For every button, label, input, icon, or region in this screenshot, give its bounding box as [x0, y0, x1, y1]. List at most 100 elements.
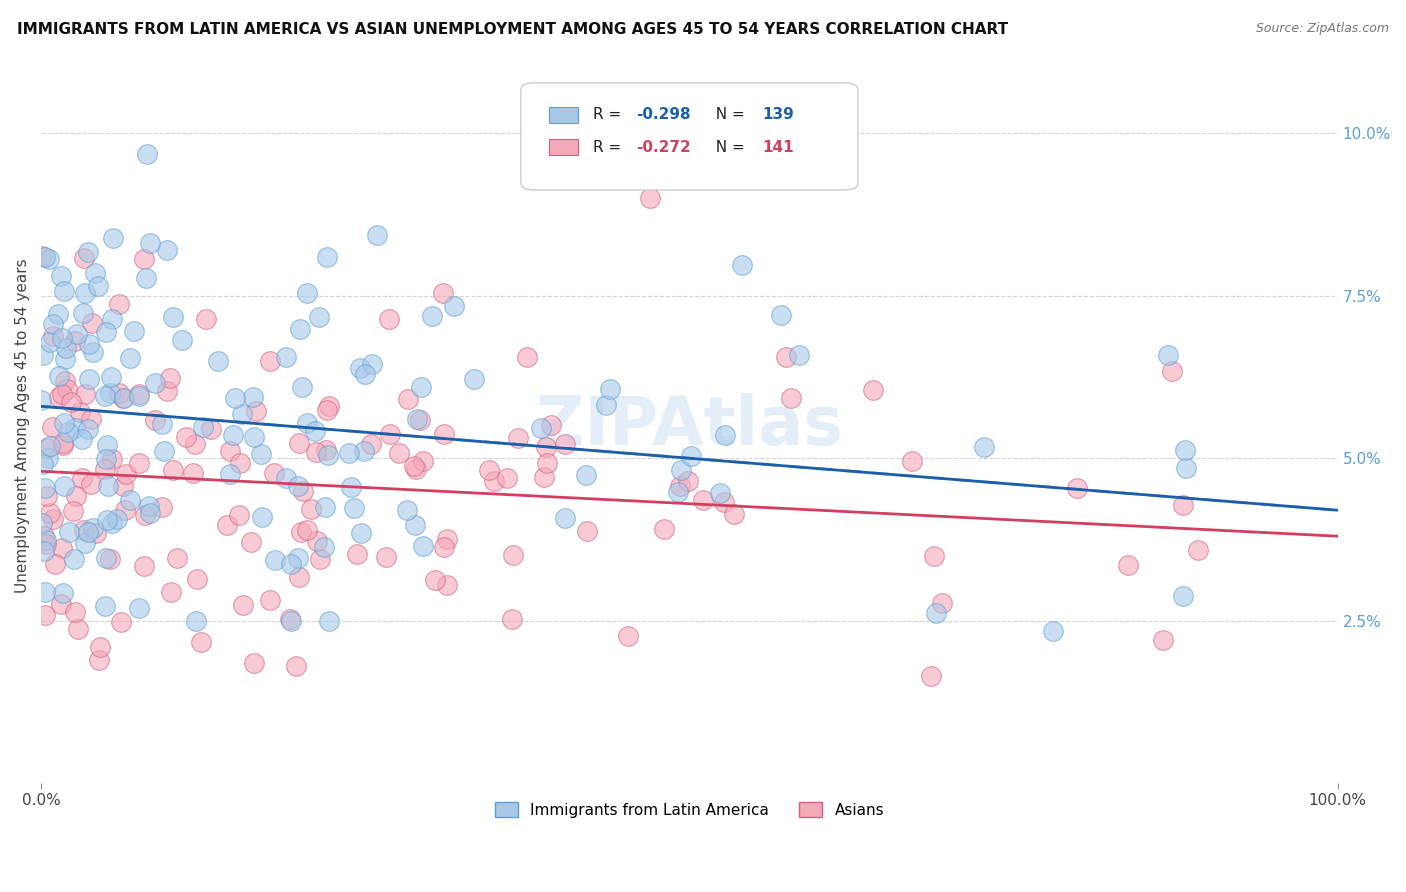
Point	[575, 524, 598, 539]
Point	[55, 341, 77, 355]
Point	[463, 372, 485, 386]
Point	[412, 454, 434, 468]
Point	[86, 525, 108, 540]
Point	[143, 376, 166, 391]
FancyBboxPatch shape	[550, 139, 578, 155]
Point	[404, 459, 426, 474]
Point	[250, 447, 273, 461]
Point	[295, 285, 318, 300]
Point	[37, 441, 59, 455]
Text: R =: R =	[593, 140, 627, 154]
Point	[346, 547, 368, 561]
Point	[56, 425, 79, 439]
Point	[425, 574, 447, 588]
Point	[318, 614, 340, 628]
Point	[638, 191, 661, 205]
Point	[263, 466, 285, 480]
Point	[575, 467, 598, 482]
Text: -0.298: -0.298	[637, 107, 690, 122]
Point	[287, 479, 309, 493]
Point	[66, 622, 89, 636]
Point	[63, 552, 86, 566]
Point	[39, 439, 62, 453]
Point	[101, 451, 124, 466]
Text: 141: 141	[762, 140, 793, 154]
Point	[924, 549, 946, 564]
Point	[77, 525, 100, 540]
Point	[150, 500, 173, 514]
Point	[536, 456, 558, 470]
Point	[87, 652, 110, 666]
Point	[80, 412, 103, 426]
Point	[105, 512, 128, 526]
Point	[305, 534, 328, 549]
Point	[1152, 632, 1174, 647]
Point	[160, 585, 183, 599]
Point	[1171, 589, 1194, 603]
Point	[73, 252, 96, 266]
Point	[250, 509, 273, 524]
Point	[101, 312, 124, 326]
Point	[530, 421, 553, 435]
Point	[243, 430, 266, 444]
Point	[51, 331, 73, 345]
Point	[436, 532, 458, 546]
Point	[723, 507, 745, 521]
Point	[60, 395, 83, 409]
Point	[183, 437, 205, 451]
Point	[34, 584, 56, 599]
Point	[305, 445, 328, 459]
Point	[134, 252, 156, 267]
Point	[97, 479, 120, 493]
Point	[378, 311, 401, 326]
Point	[406, 412, 429, 426]
Point	[44, 558, 66, 572]
Point	[731, 258, 754, 272]
Point	[360, 437, 382, 451]
Point	[536, 440, 558, 454]
Point	[484, 474, 506, 488]
Point	[63, 605, 86, 619]
Point	[769, 308, 792, 322]
Point	[295, 523, 318, 537]
Point	[52, 586, 75, 600]
Point	[299, 502, 322, 516]
Point	[714, 427, 737, 442]
Point	[409, 412, 432, 426]
Point	[353, 443, 375, 458]
Point	[83, 266, 105, 280]
Point	[135, 271, 157, 285]
Point	[652, 522, 675, 536]
Point	[51, 541, 73, 556]
Point	[1174, 442, 1197, 457]
Point	[862, 383, 884, 397]
Point	[120, 492, 142, 507]
Point	[1042, 624, 1064, 639]
Point	[73, 285, 96, 300]
Point	[666, 485, 689, 500]
Point	[100, 369, 122, 384]
Text: IMMIGRANTS FROM LATIN AMERICA VS ASIAN UNEMPLOYMENT AMONG AGES 45 TO 54 YEARS CO: IMMIGRANTS FROM LATIN AMERICA VS ASIAN U…	[17, 22, 1008, 37]
Point	[166, 551, 188, 566]
Point	[669, 463, 692, 477]
Point	[224, 391, 246, 405]
Point	[669, 479, 692, 493]
Point	[31, 457, 53, 471]
Point	[103, 231, 125, 245]
Point	[174, 430, 197, 444]
Point	[290, 322, 312, 336]
Point	[53, 416, 76, 430]
Point	[53, 374, 76, 388]
Point	[692, 493, 714, 508]
Point	[280, 557, 302, 571]
Point	[35, 536, 58, 550]
Point	[111, 479, 134, 493]
Point	[378, 426, 401, 441]
Point	[73, 387, 96, 401]
Point	[32, 348, 55, 362]
Point	[112, 391, 135, 405]
Point	[412, 539, 434, 553]
Point	[207, 354, 229, 368]
Point	[184, 614, 207, 628]
Point	[361, 358, 384, 372]
